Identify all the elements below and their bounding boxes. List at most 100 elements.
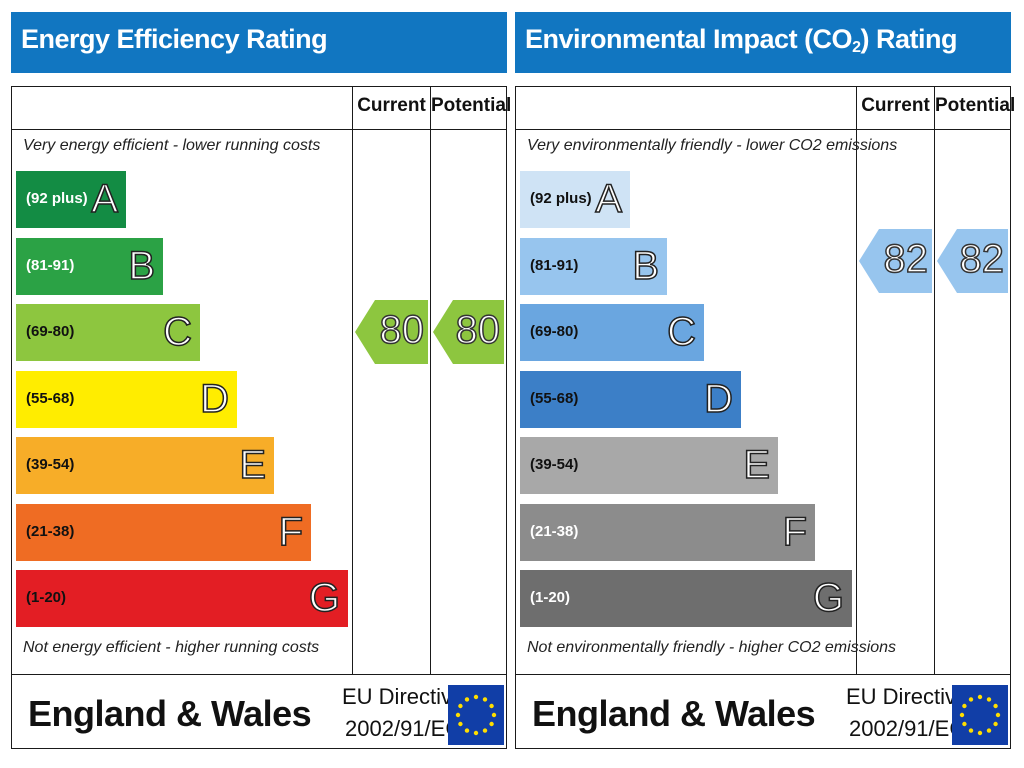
eu-star xyxy=(458,721,463,727)
top-note: Very environmentally friendly - lower CO… xyxy=(527,137,898,154)
band-range: (92 plus) xyxy=(26,190,88,207)
column-header-potential: Potential xyxy=(935,95,1016,116)
eu-directive: EU Directive 2002/91/EC xyxy=(846,681,968,745)
eu-star xyxy=(977,730,983,736)
energy-efficiency-panel: Energy Efficiency Rating Current Potenti… xyxy=(11,12,512,749)
chart-title: Energy Efficiency Rating xyxy=(21,24,328,54)
directive-line-2: 2002/91/EC xyxy=(849,716,966,741)
eu-star xyxy=(968,728,974,733)
band-range: (1-20) xyxy=(530,589,571,606)
country-label: England & Wales xyxy=(28,693,312,734)
divider xyxy=(352,87,353,674)
band-a: (92 plus) A xyxy=(520,171,630,228)
potential-rating-arrow: 80 xyxy=(433,300,504,364)
column-header-current: Current xyxy=(861,95,930,116)
band-b: (81-91) B xyxy=(16,237,163,295)
eu-star xyxy=(959,712,965,718)
band-letter: A xyxy=(595,176,623,222)
eu-star xyxy=(464,728,470,733)
eu-star xyxy=(968,697,974,702)
eu-star xyxy=(464,697,470,702)
eu-flag-icon xyxy=(448,685,504,745)
eu-star xyxy=(489,721,494,727)
eu-star xyxy=(977,694,983,700)
rating-frame: Current Potential Very energy efficient … xyxy=(11,86,512,675)
band-range: (69-80) xyxy=(26,323,75,340)
panel-header: Environmental Impact (CO2) Rating xyxy=(515,12,1011,73)
divider xyxy=(12,129,506,130)
band-letter: G xyxy=(812,575,845,621)
eu-star xyxy=(482,697,488,702)
eu-star xyxy=(993,703,998,709)
band-letter: C xyxy=(666,309,696,355)
band-f: (21-38) F xyxy=(16,503,311,561)
band-range: (39-54) xyxy=(26,456,75,473)
band-g: (1-20) G xyxy=(16,570,348,627)
rating-frame: Current Potential Very environmentally f… xyxy=(515,86,1016,675)
band-range: (39-54) xyxy=(530,456,579,473)
potential-arrow-shape xyxy=(937,228,1008,293)
country-label: England & Wales xyxy=(532,693,816,734)
directive-line-1: EU Directive xyxy=(846,684,969,709)
environmental-impact-panel: Environmental Impact (CO2) Rating Curren… xyxy=(515,12,1016,749)
band-letter: F xyxy=(278,509,304,555)
potential-rating-value: 80 xyxy=(455,307,501,353)
band-letter: G xyxy=(308,575,341,621)
band-a: (92 plus) A xyxy=(16,171,126,228)
divider xyxy=(856,87,857,674)
eu-star xyxy=(458,703,463,709)
eu-star xyxy=(962,703,967,709)
current-rating-value: 80 xyxy=(379,307,425,353)
eu-star xyxy=(489,703,494,709)
footer: England & Wales EU Directive 2002/91/EC xyxy=(515,674,1011,749)
potential-rating-value: 82 xyxy=(959,236,1005,282)
eu-star xyxy=(995,712,1001,718)
band-letter: E xyxy=(239,442,267,488)
current-rating-arrow: 80 xyxy=(355,300,428,364)
band-f: (21-38) F xyxy=(520,503,815,561)
current-arrow-shape xyxy=(859,228,932,293)
band-c: (69-80) C xyxy=(16,304,200,361)
eu-star xyxy=(986,728,992,733)
current-arrow-shape xyxy=(355,300,428,364)
potential-arrow-shape xyxy=(433,300,504,364)
band-letter: A xyxy=(91,176,119,222)
eu-directive: EU Directive 2002/91/EC xyxy=(342,681,464,745)
panel-header: Energy Efficiency Rating xyxy=(11,12,507,73)
band-e: (39-54) E xyxy=(16,437,274,494)
divider xyxy=(934,87,935,674)
current-rating-value: 82 xyxy=(883,236,929,282)
eu-star xyxy=(986,697,992,702)
directive-line-1: EU Directive xyxy=(342,684,465,709)
band-range: (81-91) xyxy=(26,256,75,274)
band-range: (92 plus) xyxy=(530,190,592,207)
band-c: (69-80) C xyxy=(520,304,704,361)
band-d: (55-68) D xyxy=(520,370,741,428)
band-range: (69-80) xyxy=(530,323,579,340)
chart-title: Environmental Impact (CO2) Rating xyxy=(525,24,957,56)
eu-star xyxy=(962,721,967,727)
band-d: (55-68) D xyxy=(16,370,237,428)
top-note: Very energy efficient - lower running co… xyxy=(23,137,321,154)
eu-flag-icon xyxy=(952,685,1008,745)
eu-star xyxy=(993,721,998,727)
band-g: (1-20) G xyxy=(520,570,852,627)
band-range: (55-68) xyxy=(26,389,75,407)
band-letter: D xyxy=(703,376,733,422)
band-e: (39-54) E xyxy=(520,437,778,494)
band-range: (1-20) xyxy=(26,589,67,606)
column-header-potential: Potential xyxy=(431,95,512,116)
band-letter: F xyxy=(782,509,808,555)
band-b: (81-91) B xyxy=(520,237,667,295)
band-letter: D xyxy=(199,376,229,422)
current-rating-arrow: 82 xyxy=(859,228,932,293)
band-letter: B xyxy=(128,243,156,289)
eu-star xyxy=(473,730,479,736)
band-letter: C xyxy=(162,309,192,355)
band-range: (81-91) xyxy=(530,256,579,274)
bottom-note: Not environmentally friendly - higher CO… xyxy=(527,639,897,656)
divider xyxy=(516,129,1010,130)
eu-star xyxy=(491,712,497,718)
band-letter: B xyxy=(632,243,660,289)
band-range: (21-38) xyxy=(530,522,579,540)
